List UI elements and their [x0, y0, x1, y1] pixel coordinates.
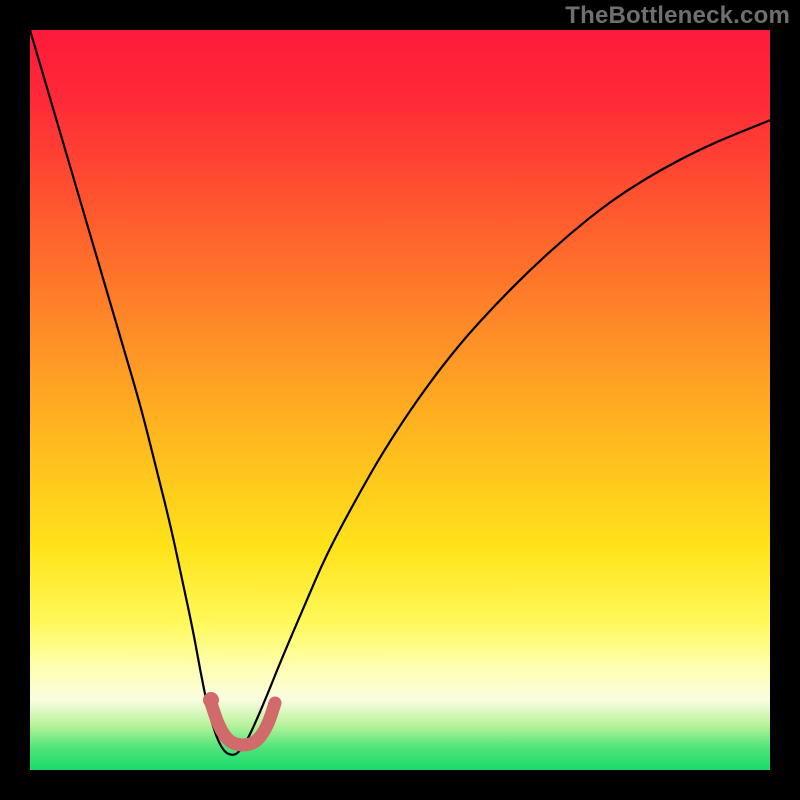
- stage: TheBottleneck.com: [0, 0, 800, 800]
- watermark-text: TheBottleneck.com: [565, 2, 790, 30]
- u-marker-dot-left: [203, 692, 219, 708]
- chart-svg: [0, 0, 800, 800]
- plot-background: [30, 30, 770, 770]
